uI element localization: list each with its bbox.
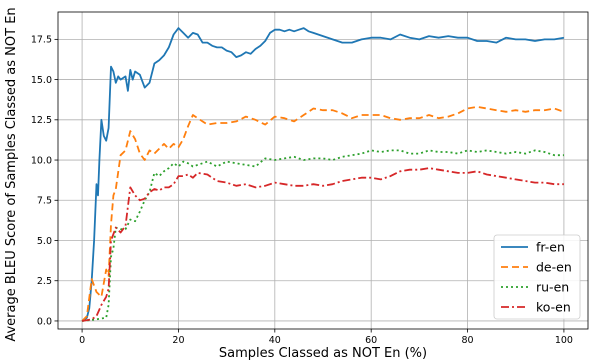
y-tick-label: 12.5 <box>31 115 52 126</box>
y-tick-label: 17.5 <box>31 35 52 46</box>
x-tick-label: 80 <box>461 335 473 346</box>
series-line-ru-en <box>81 149 564 322</box>
y-tick-label: 15.0 <box>31 75 52 86</box>
axis-ticks: 0 20 40 60 80 100 0.0 2.5 5.0 7.5 10.0 12.5 15.0 17.5 <box>31 35 573 346</box>
x-axis-label: Samples Classed as NOT En (%) <box>219 346 427 360</box>
y-tick-label: 0.0 <box>37 316 52 327</box>
y-tick-label: 7.5 <box>37 196 52 207</box>
legend-label-fr-en: fr-en <box>536 240 565 255</box>
legend-label-ko-en: ko-en <box>536 300 571 315</box>
legend: fr-en de-en ru-en ko-en <box>493 234 581 320</box>
series-line-ko-en <box>81 167 564 322</box>
y-axis-label: Average BLEU Score of Samples Classed as… <box>4 7 19 341</box>
grid <box>58 12 588 329</box>
series-line-fr-en <box>81 27 565 322</box>
x-tick-label: 60 <box>365 335 377 346</box>
x-tick-label: 20 <box>172 335 184 346</box>
series-lines <box>81 27 565 322</box>
legend-label-de-en: de-en <box>536 260 572 275</box>
legend-label-ru-en: ru-en <box>536 280 569 295</box>
y-tick-label: 5.0 <box>37 236 52 247</box>
y-tick-label: 2.5 <box>37 276 52 287</box>
plot-frame <box>57 11 589 330</box>
x-tick-label: 0 <box>79 335 85 346</box>
y-tick-label: 10.0 <box>31 155 52 166</box>
legend-box <box>493 234 581 320</box>
series-line-de-en <box>81 106 565 322</box>
x-tick-label: 40 <box>269 335 281 346</box>
x-tick-label: 100 <box>555 335 573 346</box>
